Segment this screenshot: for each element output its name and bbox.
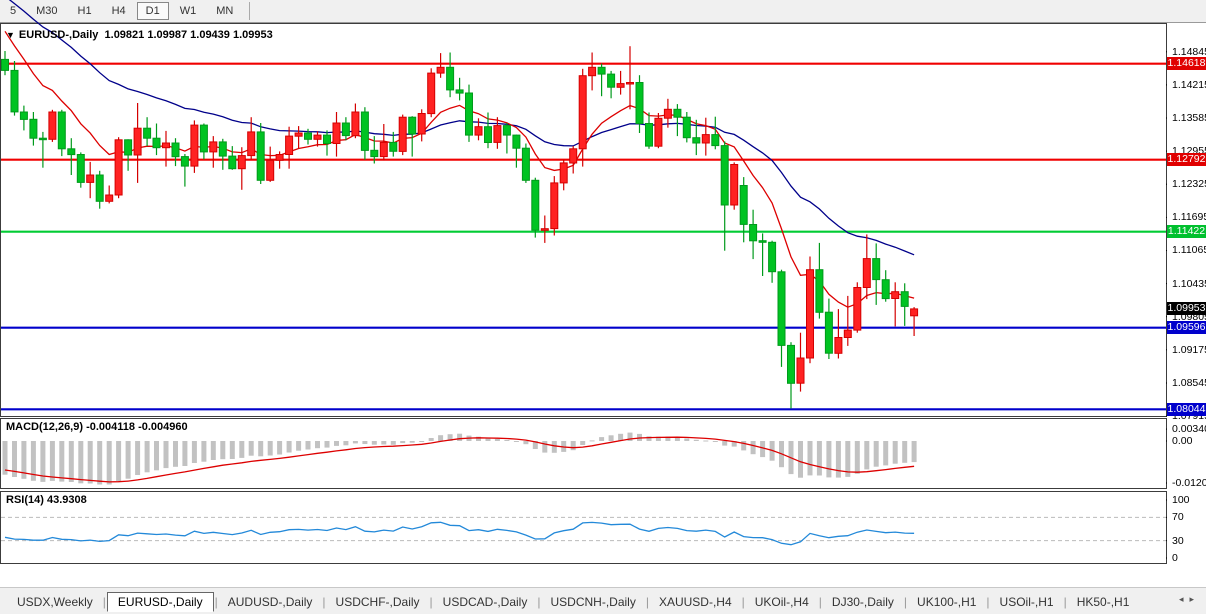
chart-tab-usdchf-daily[interactable]: USDCHF-,Daily xyxy=(335,594,420,609)
timeframe-button-5[interactable]: 5 xyxy=(10,5,17,17)
price-tick-label: 1.14215 xyxy=(1172,78,1206,91)
chart-collapse-icon[interactable]: ▼ xyxy=(6,30,15,40)
tab-separator: | xyxy=(986,594,990,609)
chart-tab-hk50-h1[interactable]: HK50-,H1 xyxy=(1076,594,1130,609)
macd-values: -0.004118 -0.004960 xyxy=(86,421,188,433)
level-price-badge: 1.12792 xyxy=(1167,153,1206,167)
price-tick-label: 1.08545 xyxy=(1172,376,1206,389)
tab-separator: | xyxy=(537,594,541,609)
rsi-indicator-label: RSI(14) 43.9308 xyxy=(6,494,87,506)
price-tick-label: 1.09175 xyxy=(1172,343,1206,356)
level-price-badge: 1.11422 xyxy=(1167,225,1206,239)
tab-scroll-right-icon[interactable]: ▸ xyxy=(1189,594,1200,604)
chart-ohlc-values: 1.09821 1.09987 1.09439 1.09953 xyxy=(104,29,273,41)
macd-indicator-label: MACD(12,26,9) -0.004118 -0.004960 xyxy=(6,421,188,433)
macd-axis-label: -0.012058 xyxy=(1172,477,1206,489)
tab-separator: | xyxy=(645,594,649,609)
chart-tab-xauusd-h4[interactable]: XAUUSD-,H4 xyxy=(658,594,732,609)
rsi-axis-label: 70 xyxy=(1172,511,1184,524)
rsi-axis-label: 30 xyxy=(1172,534,1184,547)
price-tick-label: 1.10435 xyxy=(1172,277,1206,290)
tab-separator: | xyxy=(741,594,745,609)
timeframe-button-m30[interactable]: M30 xyxy=(36,5,58,17)
chart-title: ▼ EURUSD-,Daily 1.09821 1.09987 1.09439 1… xyxy=(6,29,273,41)
chart-tab-usdcad-daily[interactable]: USDCAD-,Daily xyxy=(442,594,528,609)
macd-name: MACD(12,26,9) xyxy=(6,421,84,433)
timeframe-button-h1[interactable]: H1 xyxy=(77,5,92,17)
tab-separator: | xyxy=(322,594,326,609)
price-tick-label: 1.13585 xyxy=(1172,111,1206,124)
tab-separator: | xyxy=(903,594,908,609)
chart-tab-usoil-h1[interactable]: USOil-,H1 xyxy=(999,594,1054,609)
chart-tab-uk100-h1[interactable]: UK100-,H1 xyxy=(917,594,977,609)
chart-tab-usdcnh-daily[interactable]: USDCNH-,Daily xyxy=(550,594,636,609)
price-tick-label: 1.11695 xyxy=(1172,211,1206,224)
rsi-name: RSI(14) xyxy=(6,494,44,506)
price-axis[interactable]: 1.148451.142151.135851.129551.123251.116… xyxy=(1167,24,1206,564)
level-price-badge: 1.08044 xyxy=(1167,402,1206,416)
tab-separator: | xyxy=(102,594,106,609)
tab-separator: | xyxy=(214,594,218,609)
rsi-value: 43.9308 xyxy=(46,494,87,506)
tab-separator: | xyxy=(429,594,433,609)
timeframe-button-d1[interactable]: D1 xyxy=(136,2,169,20)
tab-scroll-arrows: ◂▸ xyxy=(1179,594,1200,605)
level-price-badge: 1.09596 xyxy=(1167,321,1206,335)
toolbar-separator xyxy=(249,2,251,20)
chart-tab-dj30-daily[interactable]: DJ30-,Daily xyxy=(831,594,894,609)
rsi-axis-label: 100 xyxy=(1172,494,1190,506)
chart-tab-usdx-weekly[interactable]: USDX,Weekly xyxy=(17,594,93,609)
tab-separator: | xyxy=(1063,594,1067,609)
chart-tab-eurusd-daily[interactable]: EURUSD-,Daily xyxy=(106,591,214,612)
timeframe-button-h4[interactable]: H4 xyxy=(111,5,126,17)
rsi-axis-label: 0 xyxy=(1172,552,1178,564)
date-axis[interactable]: 15 Nov 202124 Nov 20213 Dec 202113 Dec 2… xyxy=(0,564,1206,587)
tab-scroll-left-icon[interactable]: ◂ xyxy=(1178,594,1190,604)
macd-axis-label: 0.00 xyxy=(1172,435,1193,447)
macd-axis-label: 0.003408 xyxy=(1172,423,1206,436)
chart-tab-strip: USDX,Weekly | EURUSD-,Daily | AUDUSD-,Daily |… xyxy=(8,591,1138,612)
price-tick-label: 1.14845 xyxy=(1172,45,1206,58)
price-tick-label: 1.12325 xyxy=(1172,178,1206,191)
bottom-bar: USDX,Weekly | EURUSD-,Daily | AUDUSD-,Daily |… xyxy=(0,587,1206,614)
price-tick-label: 1.11065 xyxy=(1172,244,1206,257)
tab-separator: | xyxy=(818,594,822,609)
timeframe-toolbar: 5 M30 H1 H4 D1 W1 MN xyxy=(0,0,1206,23)
level-price-badge: 1.14618 xyxy=(1167,57,1206,71)
chart-symbol-label: EURUSD-,Daily xyxy=(18,29,99,41)
current-price-badge: 1.09953 xyxy=(1167,302,1206,316)
chart-tab-audusd-daily[interactable]: AUDUSD-,Daily xyxy=(227,594,313,609)
timeframe-button-w1[interactable]: W1 xyxy=(179,5,197,17)
timeframe-button-mn[interactable]: MN xyxy=(216,5,234,17)
chart-tab-ukoil-h4[interactable]: UKOil-,H4 xyxy=(754,594,809,609)
